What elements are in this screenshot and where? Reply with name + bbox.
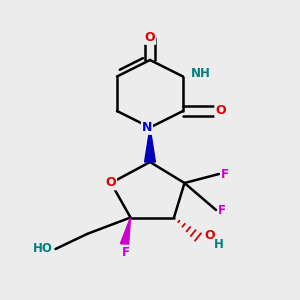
Polygon shape <box>120 218 130 245</box>
Polygon shape <box>145 128 155 162</box>
Text: F: F <box>221 167 229 181</box>
Text: NH: NH <box>191 67 211 80</box>
Text: O: O <box>215 104 226 118</box>
Text: N: N <box>142 121 152 134</box>
Text: H: H <box>214 238 224 251</box>
Text: F: F <box>122 245 130 259</box>
Text: HO: HO <box>33 242 52 256</box>
Text: O: O <box>205 229 215 242</box>
Text: O: O <box>145 31 155 44</box>
Text: F: F <box>218 203 226 217</box>
Text: O: O <box>106 176 116 190</box>
